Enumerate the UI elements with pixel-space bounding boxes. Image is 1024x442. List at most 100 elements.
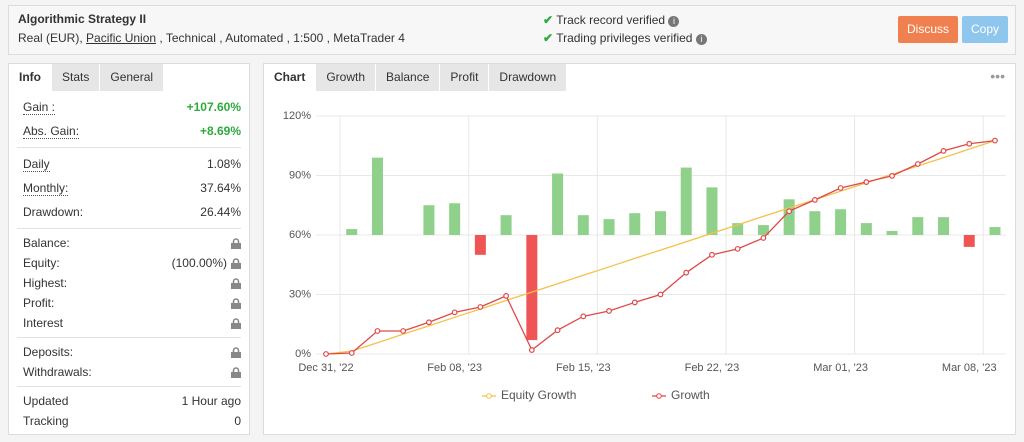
account: Real (EUR), <box>18 31 83 45</box>
stat-value: +8.69% <box>199 124 241 138</box>
bar <box>449 203 461 235</box>
stat-value: +107.60% <box>186 100 241 114</box>
lock-shackle <box>232 346 240 352</box>
bar <box>577 215 589 235</box>
stat-value: 26.44% <box>200 205 241 219</box>
bar <box>526 235 538 341</box>
stats-row: Equity: (100.00%) <box>17 253 241 273</box>
bar <box>423 205 435 235</box>
point <box>606 308 612 314</box>
bar <box>938 217 950 235</box>
stat-label: Deposits: <box>23 345 74 359</box>
point <box>323 351 329 357</box>
lock-icon <box>231 277 241 289</box>
bar <box>912 217 924 235</box>
line <box>325 139 996 355</box>
stats-row: Highest: <box>17 273 241 293</box>
bar <box>654 211 666 235</box>
bar <box>474 235 486 255</box>
stats-row: Balance: <box>17 233 241 253</box>
chart-panel: Chart Growth Balance Profit Drawdown ••• 0% 3… <box>263 63 1016 435</box>
bar <box>603 219 615 235</box>
stat-value-box <box>227 317 241 329</box>
stat-label: Updated <box>23 394 69 408</box>
stat-label: Highest: <box>23 276 68 290</box>
tab[interactable]: Drawdown <box>489 64 568 91</box>
lock-body <box>231 282 241 289</box>
stats-group: Deposits: Withdrawals: <box>17 338 241 387</box>
point <box>477 304 484 310</box>
y-tick-label: 0% <box>295 348 311 360</box>
y-tick-label: 120% <box>283 110 311 122</box>
legend-label[interactable]: Equity Growth <box>501 388 576 402</box>
lock-body <box>231 351 241 358</box>
stat-value-box: (100.00%) <box>172 256 241 270</box>
tab[interactable]: General <box>100 64 165 91</box>
tab[interactable]: Chart <box>264 64 317 91</box>
point <box>580 313 587 320</box>
tab[interactable]: Growth <box>316 64 377 91</box>
lock-body <box>231 262 241 269</box>
lock-body <box>231 371 241 378</box>
x-tick-label: Dec 31, '22 <box>298 362 353 374</box>
stat-value-box <box>227 237 241 249</box>
x-tick-label: Feb 22, '23 <box>685 362 740 374</box>
point <box>786 208 793 215</box>
stats-row: Abs. Gain: +8.69% <box>17 119 241 143</box>
stat-value: 1 Hour ago <box>181 394 241 408</box>
stat-value: 37.64% <box>200 181 241 195</box>
menu-icon[interactable]: ••• <box>990 68 1005 84</box>
bar <box>963 235 975 247</box>
stats-row: Monthly: 37.64% <box>17 176 241 200</box>
stats-row: Gain : +107.60% <box>17 95 241 119</box>
stat-value: (100.00%) <box>171 256 227 270</box>
discuss-button[interactable]: Discuss <box>898 16 958 43</box>
lock-icon <box>231 346 241 358</box>
bar <box>886 231 898 235</box>
stat-label: Tracking <box>23 414 69 428</box>
point <box>657 291 664 298</box>
lock-body <box>231 302 241 309</box>
lock-shackle <box>232 257 240 263</box>
tab[interactable]: Info <box>9 64 52 91</box>
stat-value-box: 0 <box>234 414 241 428</box>
bar <box>371 157 383 235</box>
bar <box>783 199 795 235</box>
lock-icon <box>231 366 241 378</box>
lock-shackle <box>232 297 240 303</box>
stat-value-box <box>227 297 241 309</box>
tab[interactable]: Profit <box>440 64 490 91</box>
stat-label: Interest <box>23 316 64 330</box>
broker-link[interactable]: Pacific Union <box>86 31 157 45</box>
point <box>992 137 998 144</box>
verified-text: Trading privileges verified <box>556 31 693 45</box>
lock-icon <box>231 257 241 269</box>
verified-item: ✔ Trading privileges verified i <box>543 31 707 45</box>
point <box>940 148 947 154</box>
bar <box>346 229 358 235</box>
stat-label: Profit: <box>23 296 55 310</box>
tabs: Info Stats General <box>9 64 165 91</box>
y-tick-label: 90% <box>289 169 311 181</box>
point <box>889 172 895 179</box>
y-tick-label: 30% <box>289 288 311 300</box>
lock-icon <box>231 297 241 309</box>
lock-shackle <box>232 277 240 283</box>
x-tick-label: Feb 08, '23 <box>427 362 482 374</box>
stat-value-box: 1.08% <box>207 157 241 171</box>
legend-label[interactable]: Growth <box>671 388 710 402</box>
bar <box>757 225 769 235</box>
point <box>863 179 870 185</box>
stat-label: Monthly: <box>23 180 69 196</box>
tab[interactable]: Stats <box>52 64 101 91</box>
stats-group: Updated 1 Hour ago Tracking 0 <box>17 387 241 435</box>
copy-button[interactable]: Copy <box>962 16 1008 43</box>
stats-group: Balance: Equity: (100.00%) Highest: Profit: I… <box>17 229 241 338</box>
bar <box>706 187 718 235</box>
stat-value-box <box>227 346 241 358</box>
stat-label: Abs. Gain: <box>23 123 80 139</box>
lock-body <box>231 242 241 249</box>
tab[interactable]: Balance <box>376 64 441 91</box>
point <box>451 309 458 316</box>
